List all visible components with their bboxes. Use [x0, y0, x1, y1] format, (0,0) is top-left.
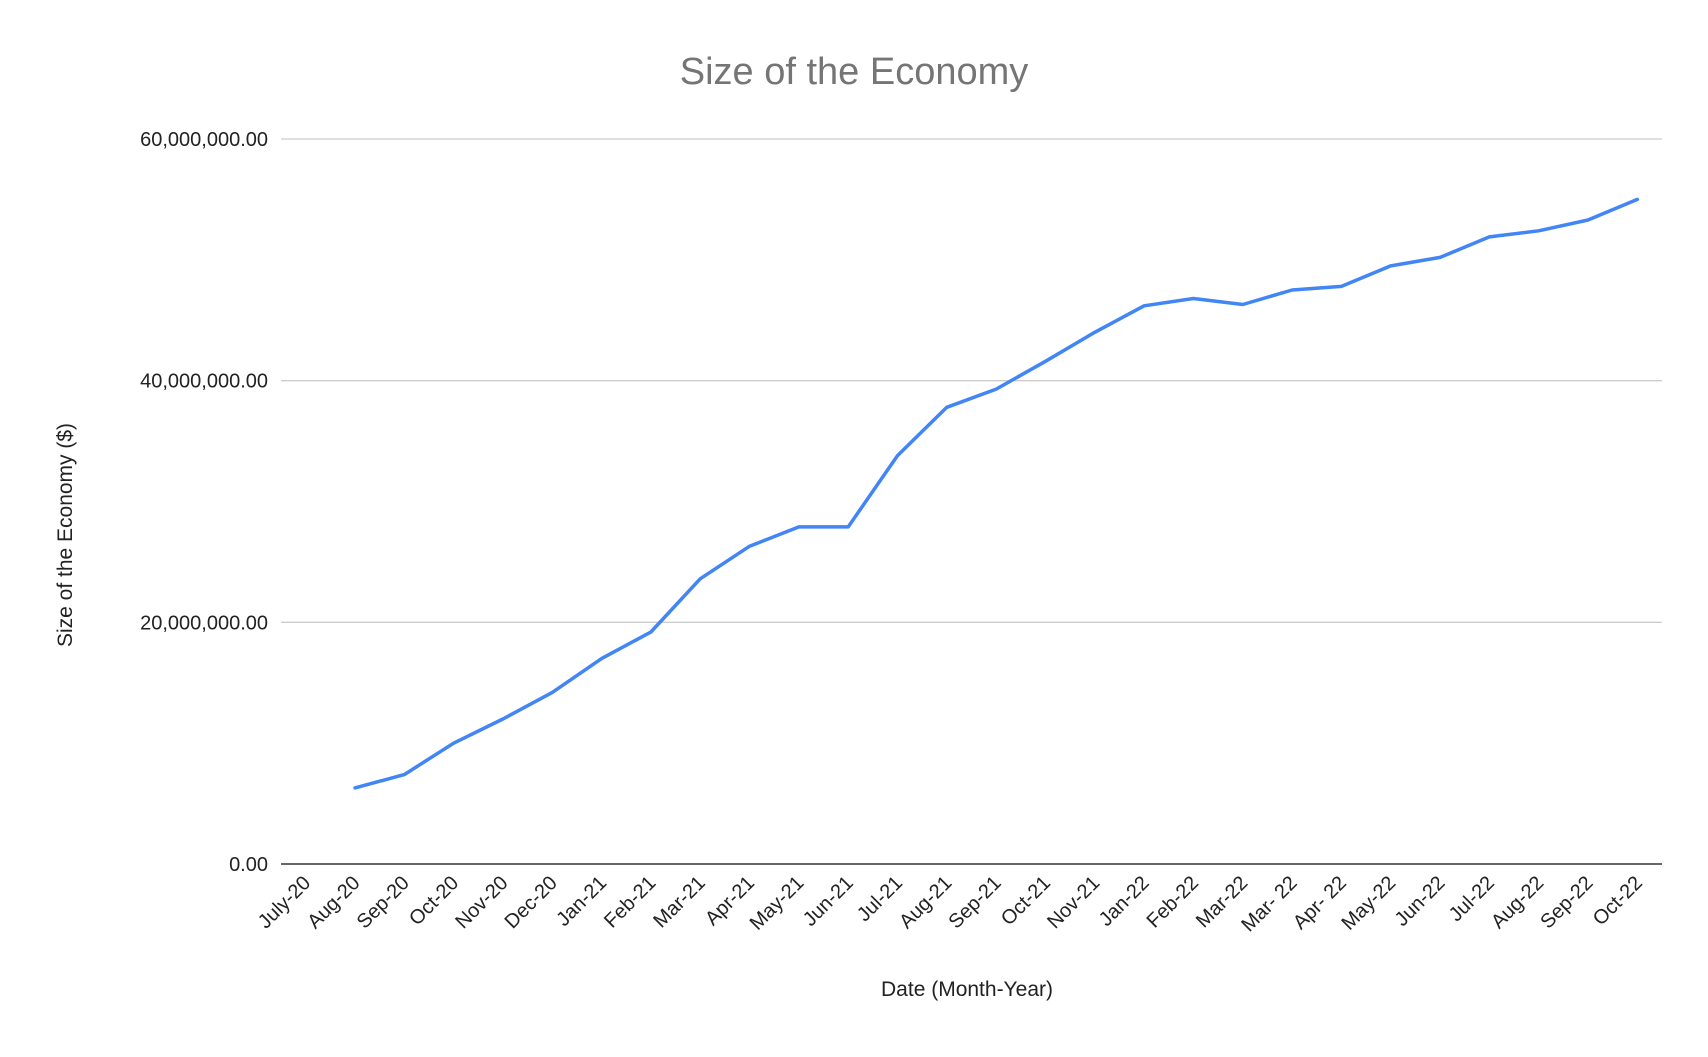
data-point: [1142, 304, 1146, 308]
x-tick-label: Nov-20: [451, 872, 512, 933]
data-point: [452, 741, 456, 745]
x-tick-label: Nov-21: [1043, 872, 1104, 933]
x-tick-label: Mar-21: [649, 872, 709, 932]
data-point: [1537, 229, 1541, 233]
data-point: [846, 525, 850, 529]
gridlines: [281, 138, 1662, 623]
data-point: [1191, 297, 1195, 301]
x-tick-label: Sep-21: [945, 872, 1006, 933]
data-point: [945, 405, 949, 409]
data-point: [1438, 255, 1442, 259]
x-tick-label: Jan-21: [552, 872, 611, 931]
data-point: [402, 773, 406, 777]
data-point: [1093, 330, 1097, 334]
x-axis-title: Date (Month-Year): [881, 978, 1053, 1001]
x-tick-label: Aug-20: [303, 872, 364, 933]
y-tick-label: 0.00: [229, 854, 268, 876]
x-tick-label: Aug-21: [895, 872, 956, 933]
data-point: [1241, 303, 1245, 307]
y-axis-title: Size of the Economy ($): [54, 423, 77, 647]
data-point: [1339, 284, 1343, 288]
x-tick-label: Feb-22: [1143, 872, 1203, 932]
data-point: [501, 717, 505, 721]
data-point: [1290, 288, 1294, 292]
x-tick-label: May-22: [1338, 872, 1401, 935]
data-point: [1635, 197, 1639, 201]
data-point: [1586, 218, 1590, 222]
x-tick-label: Mar- 22: [1237, 872, 1301, 936]
x-axis-tick-labels: July-20Aug-20Sep-20Oct-20Nov-20Dec-20Jan…: [254, 872, 1647, 936]
x-tick-label: Oct-22: [1589, 872, 1647, 930]
series-lines: [353, 197, 1640, 790]
x-tick-label: Jun-22: [1391, 872, 1450, 931]
data-point: [550, 690, 554, 694]
x-tick-label: July-20: [254, 872, 315, 933]
x-tick-label: Jun-21: [799, 872, 858, 931]
x-tick-label: Dec-20: [501, 872, 562, 933]
data-point: [1389, 264, 1393, 268]
x-tick-label: Sep-22: [1536, 872, 1597, 933]
y-axis-tick-labels: 0.00 20,000,000.00 40,000,000.00 60,000,000…: [140, 129, 268, 876]
data-point: [1487, 235, 1491, 239]
x-tick-label: Feb-21: [600, 872, 660, 932]
data-point: [797, 525, 801, 529]
x-tick-label: Sep-20: [353, 872, 414, 933]
series-line-0: [353, 197, 1640, 790]
data-point: [1044, 359, 1048, 363]
x-tick-label: May-21: [746, 872, 809, 935]
data-point: [896, 454, 900, 458]
data-point: [353, 786, 357, 790]
chart-title: Size of the Economy: [680, 51, 1029, 93]
data-point: [698, 577, 702, 581]
data-point: [600, 657, 604, 661]
y-tick-label: 60,000,000.00: [140, 129, 268, 151]
x-tick-label: Jan-22: [1095, 872, 1154, 931]
y-tick-label: 20,000,000.00: [140, 612, 268, 634]
data-point: [748, 544, 752, 548]
data-point: [994, 387, 998, 391]
x-tick-label: Aug-22: [1487, 872, 1548, 933]
y-tick-label: 40,000,000.00: [140, 371, 268, 393]
data-point: [649, 630, 653, 634]
